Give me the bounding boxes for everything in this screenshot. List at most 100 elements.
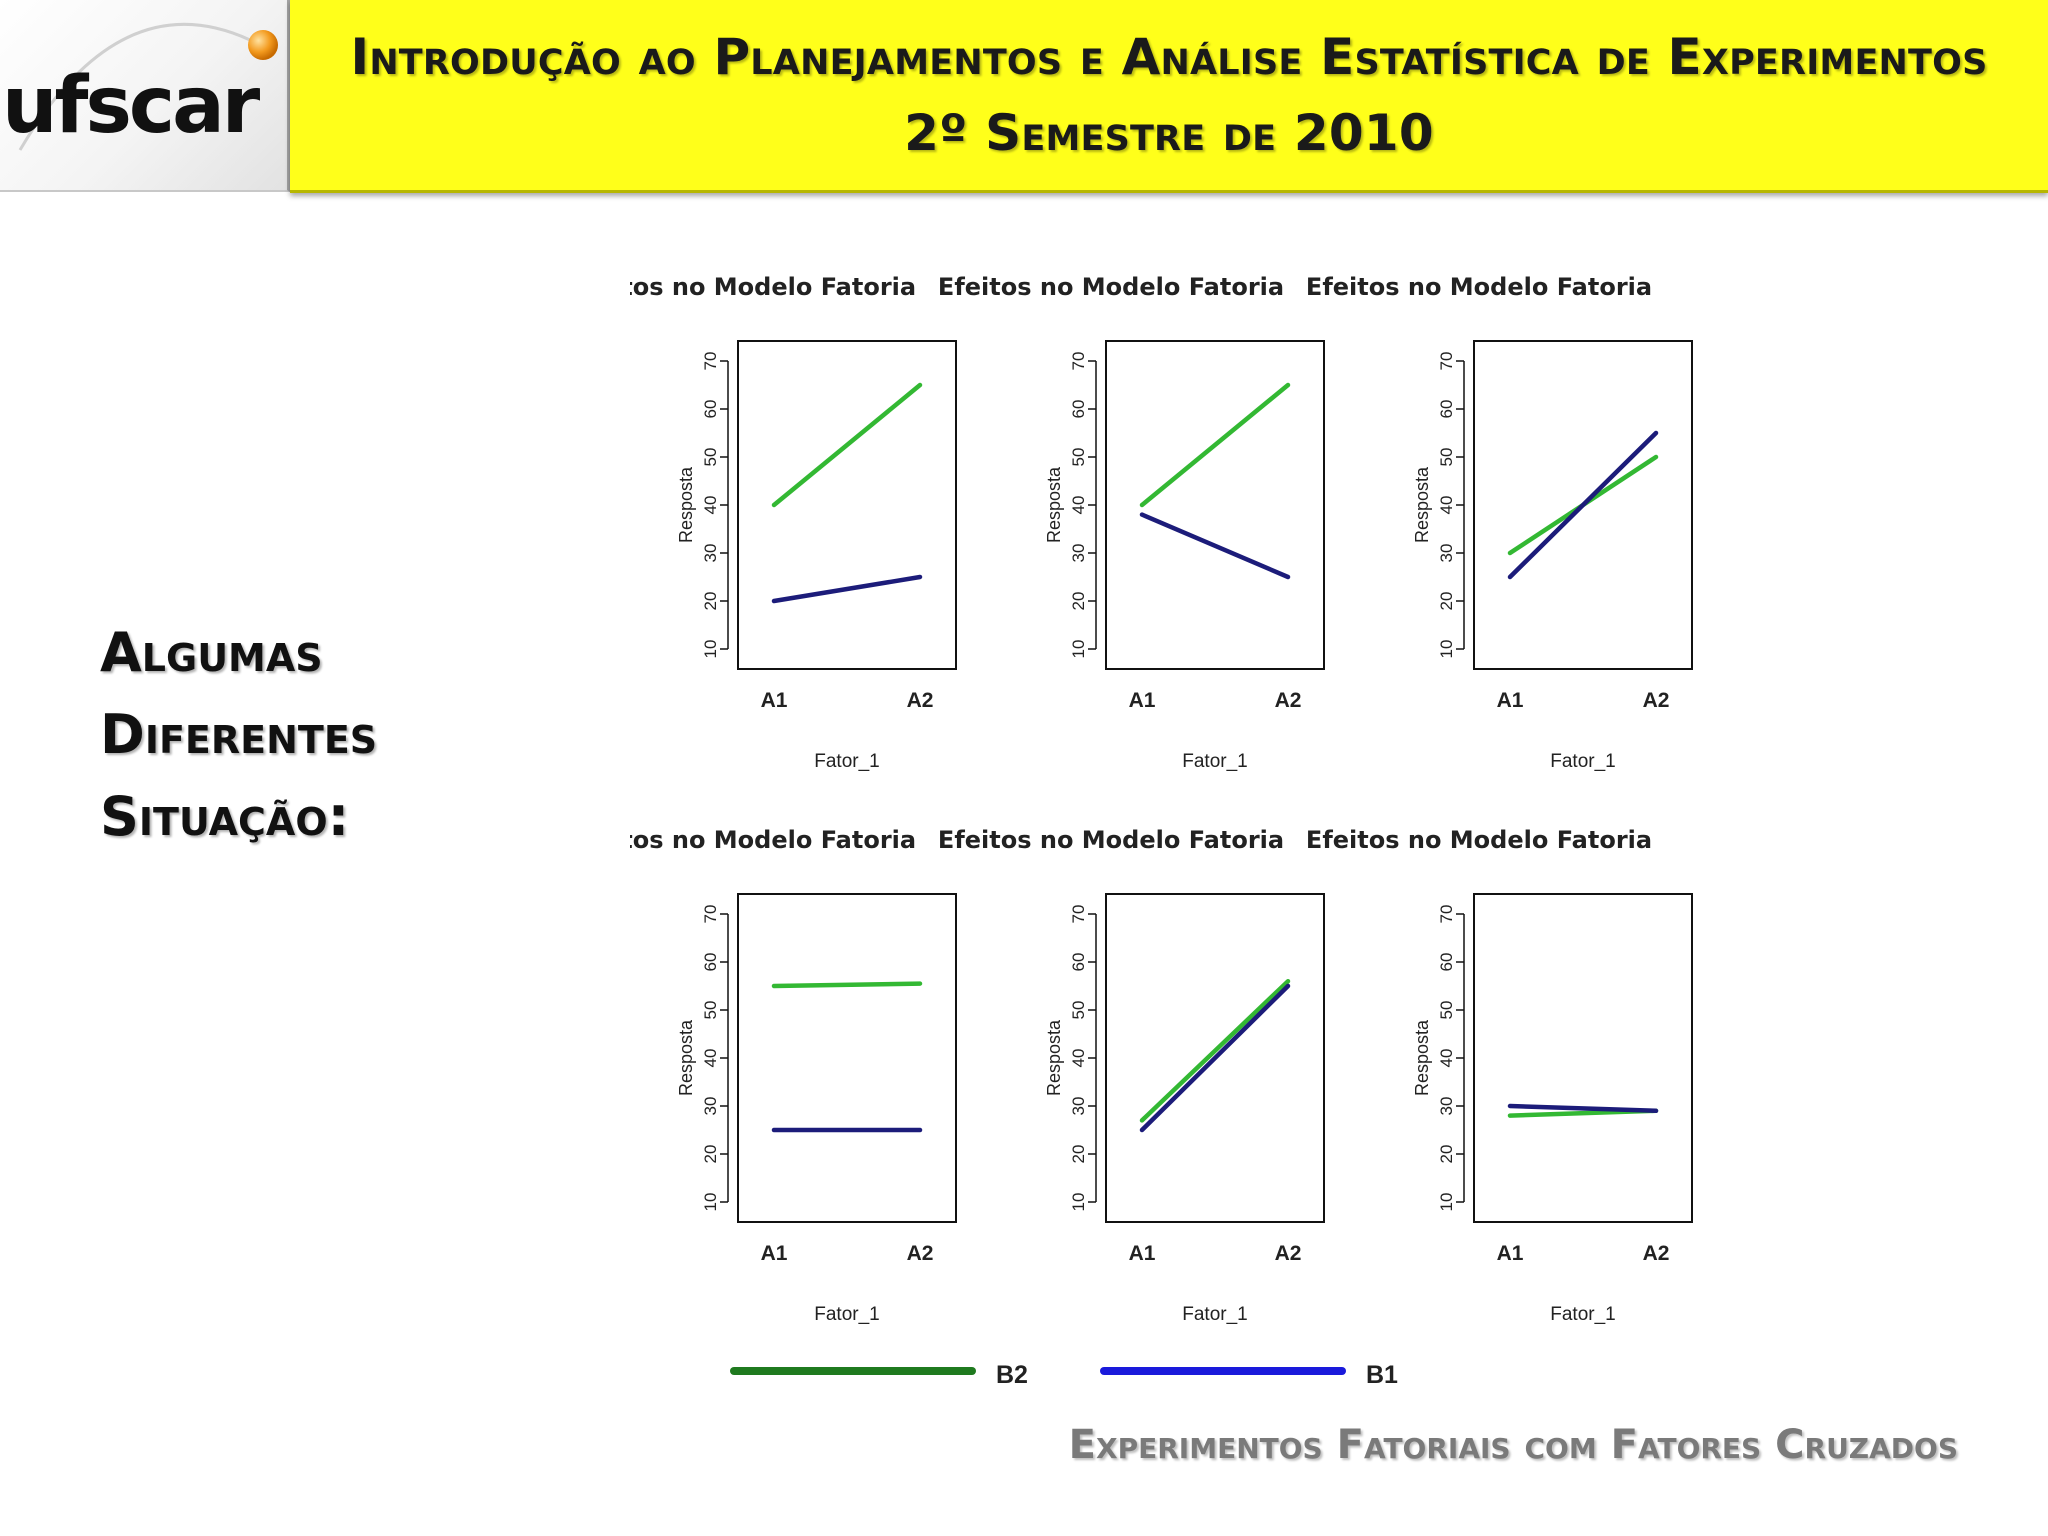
x-tick-label: A1 — [1497, 689, 1524, 712]
y-tick-label: 40 — [1069, 496, 1088, 515]
series-line-b1 — [771, 574, 923, 604]
side-heading-line2: Diferentes — [100, 703, 378, 766]
y-axis-label: Resposta — [1412, 466, 1432, 543]
plot-frame — [737, 340, 957, 670]
y-tick-label: 30 — [1437, 1097, 1456, 1116]
y-tick-label: 40 — [1069, 1049, 1088, 1068]
y-tick-label: 50 — [1437, 1001, 1456, 1020]
y-tick-label: 50 — [1069, 448, 1088, 467]
chart-title: Efeitos no Modelo Fatoria — [630, 826, 916, 854]
side-heading-line3: Situação: — [100, 785, 350, 848]
plot-frame — [1105, 893, 1325, 1223]
x-axis-label: Fator_1 — [1182, 1304, 1247, 1325]
x-axis-label: Fator_1 — [1550, 1304, 1615, 1325]
plot-frame — [737, 893, 957, 1223]
x-tick-label: A2 — [1275, 689, 1302, 712]
y-axis-label: Resposta — [1044, 466, 1064, 543]
y-tick-label: 60 — [701, 953, 720, 972]
y-tick-label: 40 — [1437, 1049, 1456, 1068]
x-tick-label: A1 — [761, 689, 788, 712]
y-tick-label: 10 — [701, 640, 720, 659]
x-tick-label: A2 — [1643, 1242, 1670, 1265]
footer-subtitle: Experimentos Fatoriais com Fatores Cruza… — [1068, 1422, 1958, 1468]
x-axis-label: Fator_1 — [1182, 751, 1247, 772]
chart-4: Efeitos no Modelo Fatoria 10 20 30 40 50 60 70 R… — [630, 826, 957, 1325]
ufscar-logo-graphic: ufscar — [2, 22, 278, 151]
interaction-plots-grid: Efeitos no Modelo Fatoria 10 20 30 40 50 60 70 R… — [630, 273, 1693, 1389]
y-tick-label: 60 — [1437, 953, 1456, 972]
y-axis-label: Resposta — [676, 466, 696, 543]
y-tick-label: 60 — [1437, 400, 1456, 419]
x-tick-label: A2 — [907, 689, 934, 712]
header-title-line2: 2º Semestre de 2010 — [904, 104, 1434, 162]
x-axis-label: Fator_1 — [1550, 751, 1615, 772]
plot-frame — [1473, 340, 1693, 670]
chart-legend: B2 B1 — [730, 1361, 1398, 1389]
y-tick-label: 20 — [1069, 592, 1088, 611]
chart-title: Efeitos no Modelo Fatoria — [1306, 826, 1652, 854]
legend-label-b2: B2 — [996, 1361, 1028, 1389]
y-tick-label: 50 — [701, 1001, 720, 1020]
y-tick-label: 30 — [1069, 544, 1088, 563]
x-axis-label: Fator_1 — [814, 751, 879, 772]
y-tick-label: 30 — [701, 544, 720, 563]
chart-2: Efeitos no Modelo Fatoria 10 20 30 40 50 60 70 R… — [938, 273, 1325, 772]
y-tick-label: 70 — [701, 905, 720, 924]
y-tick-label: 10 — [1437, 1193, 1456, 1212]
chart-title: Efeitos no Modelo Fatoria — [938, 826, 1284, 854]
y-tick-label: 50 — [701, 448, 720, 467]
y-tick-label: 10 — [1069, 640, 1088, 659]
y-tick-label: 10 — [1437, 640, 1456, 659]
header-banner: Introdução ao Planejamentos e Análise Es… — [290, 0, 2048, 193]
y-tick-label: 30 — [1437, 544, 1456, 563]
y-tick-label: 70 — [701, 352, 720, 371]
x-tick-label: A2 — [1643, 689, 1670, 712]
x-tick-label: A1 — [1129, 689, 1156, 712]
y-tick-label: 20 — [701, 1145, 720, 1164]
series-line-b1 — [1139, 983, 1291, 1133]
side-heading: Algumas Diferentes Situação: — [100, 612, 460, 858]
y-tick-label: 70 — [1069, 905, 1088, 924]
series-line-b2 — [771, 981, 923, 989]
chart-title: Efeitos no Modelo Fatoria — [630, 273, 916, 301]
y-tick-label: 20 — [1069, 1145, 1088, 1164]
logo-orb-icon — [248, 30, 278, 60]
y-tick-label: 60 — [701, 400, 720, 419]
y-tick-label: 20 — [1437, 592, 1456, 611]
x-tick-label: A1 — [1497, 1242, 1524, 1265]
y-tick-label: 30 — [1069, 1097, 1088, 1116]
series-line-b1 — [1507, 1103, 1659, 1114]
y-tick-label: 30 — [701, 1097, 720, 1116]
x-tick-label: A1 — [761, 1242, 788, 1265]
legend-label-b1: B1 — [1366, 1361, 1398, 1389]
y-tick-label: 40 — [701, 496, 720, 515]
logo-text: ufscar — [2, 61, 261, 151]
y-axis-label: Resposta — [676, 1019, 696, 1096]
y-axis-label: Resposta — [1412, 1019, 1432, 1096]
x-tick-label: A2 — [907, 1242, 934, 1265]
header-title-line1: Introdução ao Planejamentos e Análise Es… — [350, 28, 1988, 86]
y-tick-label: 40 — [1437, 496, 1456, 515]
y-tick-label: 10 — [701, 1193, 720, 1212]
x-axis-label: Fator_1 — [814, 1304, 879, 1325]
chart-title: Efeitos no Modelo Fatoria — [1306, 273, 1652, 301]
plot-frame — [1105, 340, 1325, 670]
y-tick-label: 60 — [1069, 400, 1088, 419]
y-tick-label: 20 — [701, 592, 720, 611]
chart-6: Efeitos no Modelo Fatoria 10 20 30 40 50 60 70 R… — [1306, 826, 1693, 1325]
side-heading-line1: Algumas — [100, 621, 323, 684]
series-line-b2 — [771, 382, 923, 508]
series-line-b1 — [1507, 430, 1659, 580]
y-tick-label: 40 — [701, 1049, 720, 1068]
plot-frame — [1473, 893, 1693, 1223]
y-tick-label: 70 — [1069, 352, 1088, 371]
series-line-b1 — [1139, 512, 1291, 580]
chart-3: Efeitos no Modelo Fatoria 10 20 30 40 50 60 70 R… — [1306, 273, 1693, 772]
y-tick-label: 70 — [1437, 352, 1456, 371]
y-axis-label: Resposta — [1044, 1019, 1064, 1096]
ufscar-logo: ufscar — [0, 0, 290, 192]
chart-1: Efeitos no Modelo Fatoria 10 20 30 40 50 60 70 R… — [630, 273, 957, 772]
series-line-b2 — [1139, 978, 1291, 1123]
y-tick-label: 50 — [1437, 448, 1456, 467]
y-tick-label: 70 — [1437, 905, 1456, 924]
